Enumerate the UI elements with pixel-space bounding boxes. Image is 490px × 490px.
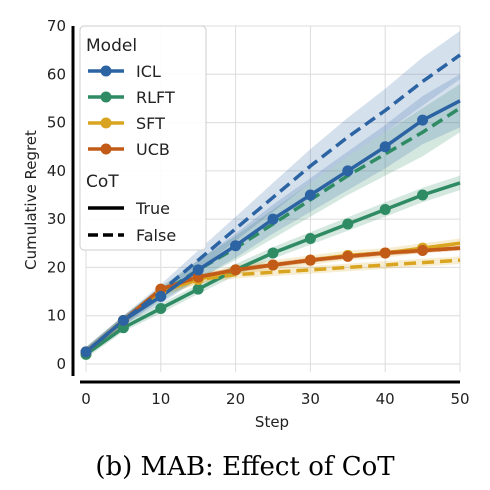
y-tick-label: 70 [47,17,66,35]
band-rlft-true [86,175,460,359]
marker-icl [155,290,167,302]
legend-marker-sft [100,117,112,129]
marker-rlft [192,283,204,295]
x-tick-label: 30 [301,390,320,408]
legend-title-cot: CoT [86,172,119,192]
legend: Model ICL RLFT SFT UCB CoT True False [79,25,207,251]
legend-label-rlft: RLFT [136,88,175,107]
x-tick-label: 20 [226,390,245,408]
x-tick-label: 10 [151,390,170,408]
legend-title-model: Model [86,36,137,56]
x-tick-label: 50 [450,390,469,408]
marker-icl [304,189,316,201]
y-axis-label: Cumulative Regret [22,130,40,270]
marker-icl [267,213,279,225]
band-sft-false [86,256,460,356]
y-tick-label: 30 [47,210,66,228]
marker-rlft [267,247,279,259]
series-markers [80,114,429,360]
legend-marker-ucb [100,143,112,155]
marker-rlft [417,189,429,201]
marker-ucb [342,250,354,262]
tick-labels: 0 10 20 30 40 50 0 10 20 30 40 50 60 70 [47,17,470,408]
legend-marker-rlft [100,91,112,103]
y-tick-label: 60 [47,65,66,83]
legend-label-ucb: UCB [136,140,170,159]
x-tick-label: 40 [376,390,395,408]
x-tick-label: 0 [81,390,91,408]
y-tick-label: 50 [47,114,66,132]
marker-ucb [379,247,391,259]
axes [71,26,460,384]
legend-box [79,25,207,251]
marker-ucb [230,264,242,276]
y-tick-label: 0 [56,355,66,373]
chart: 0 10 20 30 40 50 0 10 20 30 40 50 60 70 Step Cumulati… [22,17,470,431]
marker-icl [80,346,92,358]
line-icl-false [84,53,462,354]
legend-label-sft: SFT [136,114,165,133]
x-axis-label: Step [255,413,289,431]
marker-ucb [304,254,316,266]
legend-marker-icl [100,65,112,77]
legend-label-cot-false: False [136,226,176,245]
y-tick-label: 40 [47,162,66,180]
y-tick-label: 20 [47,258,66,276]
y-tick-label: 10 [47,307,66,325]
marker-rlft [342,218,354,230]
legend-label-icl: ICL [136,62,161,81]
legend-label-cot-true: True [135,199,170,218]
marker-rlft [304,232,316,244]
marker-icl [379,141,391,153]
marker-icl [342,165,354,177]
marker-icl [230,240,242,252]
band-icl-false [86,30,460,357]
figure-caption: (b) MAB: Effect of CoT [95,452,395,482]
marker-ucb [417,245,429,257]
marker-rlft [155,302,167,314]
marker-ucb [267,259,279,271]
marker-rlft [379,203,391,215]
marker-icl [192,264,204,276]
marker-icl [417,114,429,126]
marker-icl [117,315,129,327]
